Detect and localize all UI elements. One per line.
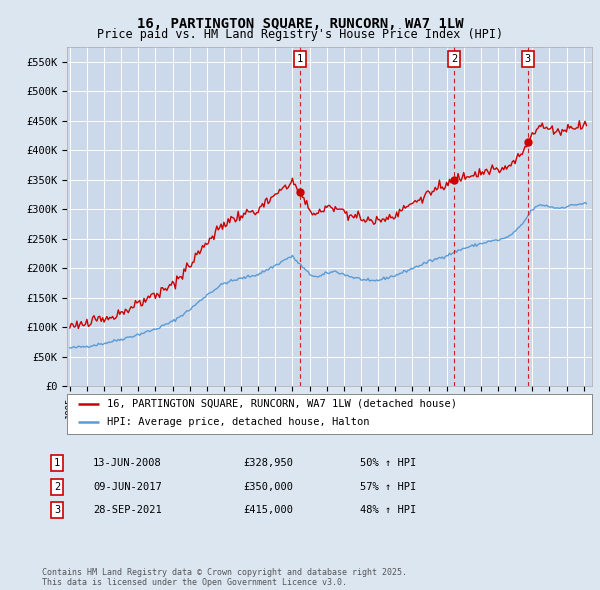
Text: 28-SEP-2021: 28-SEP-2021 xyxy=(93,506,162,515)
Text: 3: 3 xyxy=(54,506,60,515)
Text: £350,000: £350,000 xyxy=(243,482,293,491)
Text: 13-JUN-2008: 13-JUN-2008 xyxy=(93,458,162,468)
Text: 1: 1 xyxy=(54,458,60,468)
Text: 09-JUN-2017: 09-JUN-2017 xyxy=(93,482,162,491)
Text: 50% ↑ HPI: 50% ↑ HPI xyxy=(360,458,416,468)
Text: £415,000: £415,000 xyxy=(243,506,293,515)
Text: Price paid vs. HM Land Registry's House Price Index (HPI): Price paid vs. HM Land Registry's House … xyxy=(97,28,503,41)
Text: 16, PARTINGTON SQUARE, RUNCORN, WA7 1LW (detached house): 16, PARTINGTON SQUARE, RUNCORN, WA7 1LW … xyxy=(107,399,457,408)
Text: 2: 2 xyxy=(451,54,457,64)
Text: 48% ↑ HPI: 48% ↑ HPI xyxy=(360,506,416,515)
Text: 2: 2 xyxy=(54,482,60,491)
Text: HPI: Average price, detached house, Halton: HPI: Average price, detached house, Halt… xyxy=(107,417,369,427)
Text: £328,950: £328,950 xyxy=(243,458,293,468)
Text: Contains HM Land Registry data © Crown copyright and database right 2025.
This d: Contains HM Land Registry data © Crown c… xyxy=(42,568,407,587)
Text: 1: 1 xyxy=(297,54,303,64)
Text: 16, PARTINGTON SQUARE, RUNCORN, WA7 1LW: 16, PARTINGTON SQUARE, RUNCORN, WA7 1LW xyxy=(137,17,463,31)
Text: 57% ↑ HPI: 57% ↑ HPI xyxy=(360,482,416,491)
Text: 3: 3 xyxy=(524,54,531,64)
